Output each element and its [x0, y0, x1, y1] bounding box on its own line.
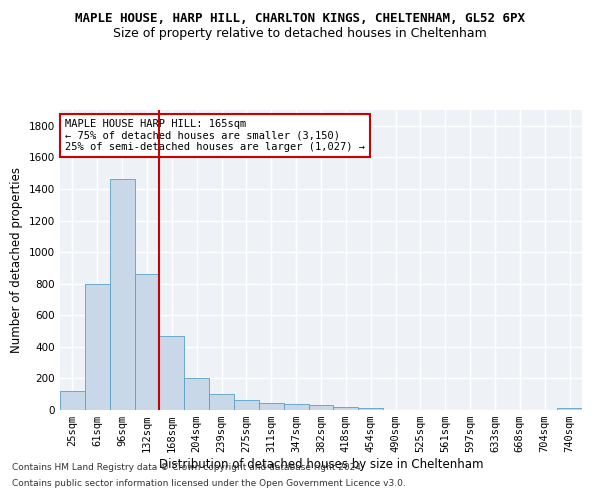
- Text: MAPLE HOUSE HARP HILL: 165sqm
← 75% of detached houses are smaller (3,150)
25% o: MAPLE HOUSE HARP HILL: 165sqm ← 75% of d…: [65, 119, 365, 152]
- Text: Size of property relative to detached houses in Cheltenham: Size of property relative to detached ho…: [113, 28, 487, 40]
- Bar: [209, 394, 234, 410]
- Bar: [184, 378, 209, 410]
- Bar: [259, 403, 284, 410]
- Text: MAPLE HOUSE, HARP HILL, CHARLTON KINGS, CHELTENHAM, GL52 6PX: MAPLE HOUSE, HARP HILL, CHARLTON KINGS, …: [75, 12, 525, 26]
- Bar: [160, 336, 184, 410]
- Text: Contains HM Land Registry data © Crown copyright and database right 2024.: Contains HM Land Registry data © Crown c…: [12, 464, 364, 472]
- Bar: [110, 180, 134, 410]
- X-axis label: Distribution of detached houses by size in Cheltenham: Distribution of detached houses by size …: [159, 458, 483, 471]
- Text: Contains public sector information licensed under the Open Government Licence v3: Contains public sector information licen…: [12, 478, 406, 488]
- Bar: [284, 404, 308, 410]
- Bar: [60, 391, 85, 410]
- Bar: [134, 274, 160, 410]
- Bar: [85, 284, 110, 410]
- Bar: [308, 406, 334, 410]
- Y-axis label: Number of detached properties: Number of detached properties: [10, 167, 23, 353]
- Bar: [358, 408, 383, 410]
- Bar: [234, 400, 259, 410]
- Bar: [334, 406, 358, 410]
- Bar: [557, 408, 582, 410]
